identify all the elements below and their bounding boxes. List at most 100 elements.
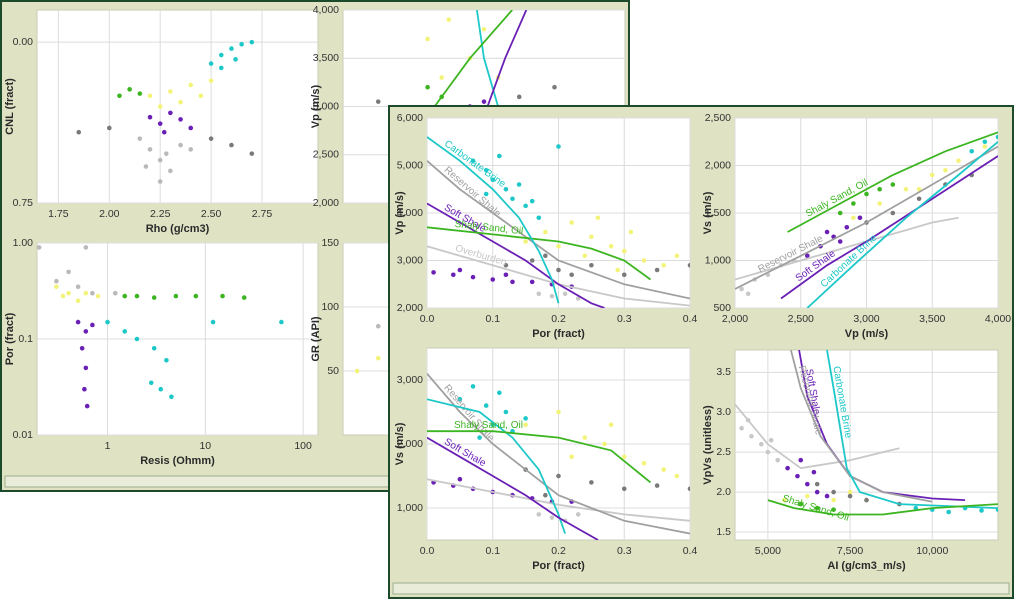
point (112, 290, 118, 296)
point (157, 179, 163, 184)
point (674, 473, 680, 479)
curve (427, 436, 599, 540)
point (536, 215, 542, 221)
x-tick-label: 2,000 (722, 313, 748, 325)
point (431, 270, 436, 275)
plot-layer (76, 39, 255, 184)
point (490, 277, 496, 282)
point (916, 186, 922, 192)
point (798, 457, 804, 463)
y-axis-title: Por (fract) (4, 312, 16, 365)
point (90, 290, 95, 296)
point (54, 278, 59, 284)
point (890, 210, 896, 216)
y-axis-title: Vs (m/s) (702, 191, 714, 234)
point (122, 293, 128, 299)
point (83, 329, 89, 334)
point (178, 117, 183, 122)
point (75, 284, 81, 290)
y-tick-label: 100 (321, 301, 339, 313)
point (805, 493, 810, 499)
curve (427, 202, 605, 308)
point (208, 78, 214, 84)
x-tick-label: 10,000 (916, 545, 948, 557)
point (481, 99, 487, 104)
point (569, 272, 574, 278)
x-tick-label: 0.4 (683, 313, 698, 325)
point (354, 368, 360, 374)
point (83, 365, 89, 371)
point (220, 293, 225, 299)
point (233, 57, 238, 62)
point (79, 346, 85, 351)
point (628, 229, 634, 235)
point (178, 142, 183, 148)
y-tick-label: 2,000 (397, 302, 423, 314)
point (785, 465, 790, 471)
point (239, 42, 244, 47)
point (687, 262, 690, 268)
curve (735, 145, 998, 290)
curve (427, 226, 652, 281)
x-tick-label: 1.75 (48, 208, 69, 220)
point (137, 136, 143, 141)
x-tick-label: 2,500 (788, 313, 814, 325)
point (575, 512, 581, 517)
point (497, 153, 502, 159)
point (164, 357, 169, 363)
point (76, 129, 82, 135)
point (134, 293, 140, 299)
curve (826, 350, 998, 509)
curve (787, 131, 998, 233)
y-tick-label: 6,000 (397, 112, 423, 124)
x-axis-title: Rho (g/cm3) (146, 223, 210, 235)
point (193, 293, 199, 299)
x-tick-label: 0.2 (551, 545, 566, 557)
point (602, 441, 607, 447)
point (903, 186, 909, 192)
point (831, 489, 836, 495)
curve (780, 155, 998, 300)
point (795, 473, 800, 479)
point (75, 298, 81, 304)
point (483, 403, 489, 408)
point (621, 486, 627, 492)
point (523, 203, 528, 209)
point (66, 269, 71, 275)
point (147, 93, 153, 99)
point (483, 167, 489, 173)
plot-area (734, 349, 999, 541)
point (831, 497, 836, 503)
point (536, 291, 542, 297)
y-tick-label: 3.0 (716, 406, 731, 418)
point (529, 258, 535, 263)
point (556, 409, 561, 415)
y-axis-title: VpVs (unitless) (702, 405, 714, 485)
point (608, 422, 614, 428)
point (969, 148, 974, 154)
point (569, 220, 574, 225)
x-tick-label: 0.1 (485, 313, 500, 325)
point (37, 245, 42, 250)
point (210, 319, 216, 325)
x-tick-label: 0.0 (420, 545, 435, 557)
point (470, 384, 476, 389)
point (775, 457, 781, 463)
point (168, 110, 173, 116)
y-axis-title: GR (API) (310, 316, 322, 362)
curve (427, 373, 690, 535)
point (536, 512, 542, 517)
point (582, 435, 588, 440)
point (137, 91, 143, 96)
point (556, 267, 561, 273)
point (759, 441, 764, 447)
point (608, 243, 614, 249)
point (375, 99, 381, 104)
point (241, 295, 247, 300)
point (877, 201, 882, 206)
point (477, 435, 482, 440)
y-tick-label: 1.5 (716, 526, 731, 538)
x-tick-label: 10 (199, 440, 211, 452)
point (490, 177, 496, 183)
